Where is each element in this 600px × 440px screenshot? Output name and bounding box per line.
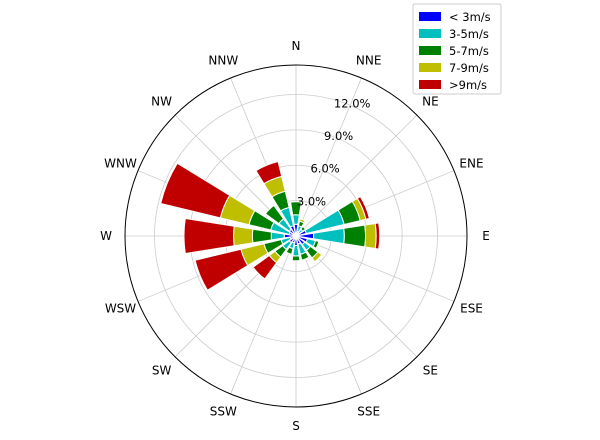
direction-label-wnw: WNW [104, 156, 137, 170]
bar-e-s2 [343, 224, 367, 248]
legend: < 3m/s 3-5m/s 5-7m/s 7-9m/s >9m/s [412, 3, 502, 95]
bar-ese-s3 [315, 240, 321, 250]
bar-ssw-s2 [285, 246, 294, 255]
legend-swatch [419, 63, 441, 72]
bar-nne-s3 [298, 218, 306, 224]
bar-se-s3 [311, 251, 323, 263]
direction-label-nw: NW [151, 95, 172, 109]
legend-swatch [419, 12, 441, 21]
spoke-sse [295, 235, 362, 395]
direction-label-n: N [292, 39, 301, 53]
legend-swatch [419, 29, 441, 38]
r-tick-label: 3.0% [297, 194, 326, 208]
bar-wnw-s4 [160, 162, 231, 219]
bar-w-s4 [183, 217, 235, 255]
direction-label-w: W [100, 229, 112, 243]
bar-nw-s2 [264, 204, 285, 225]
r-tick-label: 9.0% [324, 129, 353, 143]
direction-label-ese: ESE [460, 302, 483, 316]
bar-e-s3 [364, 222, 377, 250]
legend-swatch [419, 46, 441, 55]
legend-label: 5-7m/s [449, 44, 489, 58]
legend-label: >9m/s [449, 78, 487, 92]
bar-s-s2 [291, 255, 301, 262]
bar-e-s4 [374, 222, 381, 250]
outer-frame [124, 64, 468, 408]
bar-w-s2 [251, 228, 273, 244]
r-tick-label: 12.0% [334, 96, 371, 110]
bar-ene-s4 [356, 195, 370, 220]
direction-label-se: SE [423, 363, 438, 377]
polar-frame [124, 64, 468, 408]
direction-label-ene: ENE [459, 156, 483, 170]
direction-label-s: S [292, 419, 300, 433]
direction-label-nnw: NNW [208, 54, 238, 68]
grid-ring-4 [154, 94, 438, 378]
bar-ne-s3 [302, 224, 308, 230]
bar-nnw-s4 [255, 160, 283, 185]
bar-n-s1 [292, 214, 300, 225]
r-tick-label: 6.0% [310, 162, 339, 176]
wind-bars [160, 160, 381, 291]
bar-sw-s4 [252, 254, 278, 280]
bar-w-s1 [270, 231, 285, 241]
direction-label-ne: NE [422, 95, 439, 109]
bar-w-s3 [233, 225, 254, 247]
legend-label: < 3m/s [449, 10, 491, 24]
legend-swatch [419, 80, 441, 89]
spoke-ne [295, 114, 418, 237]
direction-label-nne: NNE [356, 54, 382, 68]
bar-sse-s2 [299, 251, 310, 261]
legend-label: 3-5m/s [449, 27, 489, 41]
spoke-ese [295, 235, 455, 302]
direction-label-sse: SSE [357, 405, 380, 419]
direction-label-ssw: SSW [210, 405, 237, 419]
bar-wsw-s4 [194, 248, 249, 291]
bar-n-s2 [290, 201, 302, 216]
legend-label: 7-9m/s [449, 61, 489, 75]
direction-label-sw: SW [152, 363, 172, 377]
direction-label-wsw: WSW [105, 302, 136, 316]
axis-labels: 3.0% 6.0% 9.0% 12.0% N NNE NE ENE E ESE SE SSE S SSW S… [100, 39, 490, 433]
direction-label-e: E [482, 229, 490, 243]
spoke-nne [295, 77, 362, 237]
spoke-ssw [230, 235, 297, 395]
